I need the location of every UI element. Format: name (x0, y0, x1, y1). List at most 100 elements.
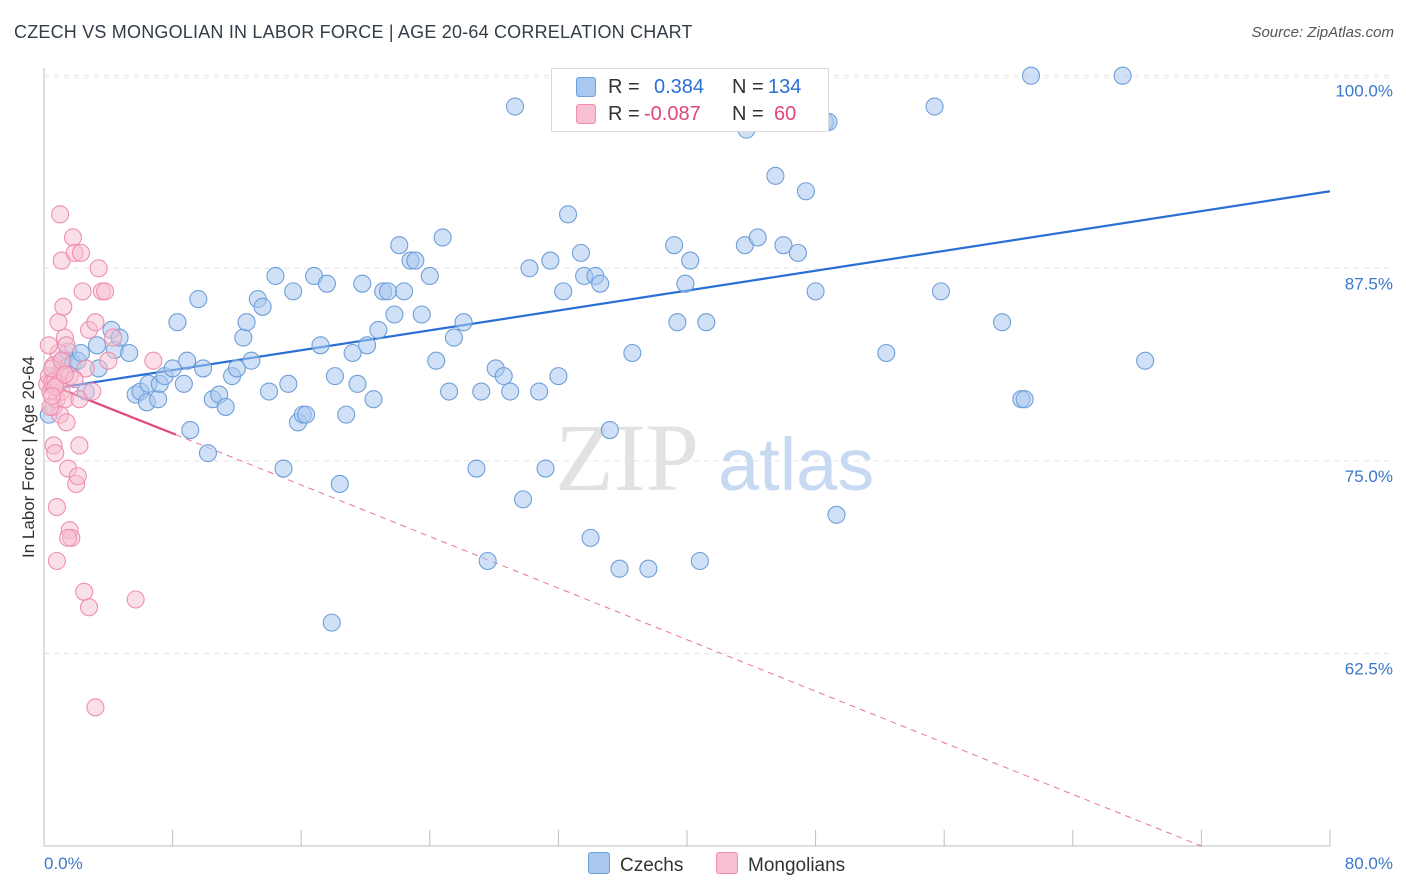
czech-point (478, 551, 497, 571)
czech-point (1015, 390, 1034, 409)
czech-point (353, 274, 372, 293)
czech-point (774, 236, 793, 255)
czech-point (296, 405, 316, 424)
legend-item-mongolians[interactable]: Mongolians (716, 852, 845, 877)
czech-point (259, 382, 279, 401)
mongolian-point (47, 551, 66, 571)
czech-point (536, 459, 555, 478)
czech-point (87, 336, 107, 355)
czech-point (444, 328, 463, 347)
mongolian-point (104, 328, 123, 347)
y-tick-label: 87.5% (1345, 274, 1393, 293)
czech-point (610, 559, 629, 578)
czech-point (369, 320, 388, 339)
czech-point (433, 228, 452, 247)
czech-point (253, 297, 272, 316)
czech-point (440, 382, 459, 401)
czech-point (558, 205, 578, 224)
mongolian-point (39, 336, 58, 355)
czech-point (1021, 66, 1041, 85)
czech-point (591, 274, 610, 293)
y-tick-label: 75.0% (1345, 467, 1393, 486)
czech-point (925, 97, 944, 116)
czech-point (395, 282, 414, 301)
czech-point (189, 290, 208, 309)
czech-point (237, 313, 256, 332)
czech-point (993, 313, 1012, 332)
mongolians-legend-swatch (716, 852, 738, 874)
czech-point (827, 505, 846, 524)
mongolian-point (42, 387, 62, 406)
czech-point (343, 343, 362, 363)
mongolians-legend-label: Mongolians (748, 855, 846, 876)
mongolians-trend-extension (175, 434, 1202, 847)
czech-point (168, 313, 187, 332)
r-label: R = (608, 103, 640, 125)
x-tick-label-max: 80.0% (1345, 854, 1393, 873)
mongolian-point (54, 297, 73, 316)
mongolian-point (46, 444, 65, 463)
czech-point (690, 551, 709, 571)
mongolian-point (70, 436, 89, 455)
mongolian-point (73, 282, 92, 301)
mongolian-point (89, 259, 108, 278)
stats-legend: R = 0.384 N = 134 R = -0.087 N = 60 (551, 68, 829, 132)
czech-point (174, 374, 193, 393)
mongolian-point (86, 698, 105, 717)
mongolian-point (51, 205, 70, 224)
y-tick-label: 62.5% (1345, 659, 1393, 678)
czech-point (348, 374, 367, 393)
legend-item-czechs[interactable]: Czechs (588, 852, 683, 877)
czech-point (931, 282, 951, 301)
mongolian-point (79, 598, 99, 617)
mongolian-point (63, 228, 82, 247)
y-tick-label: 100.0% (1335, 82, 1393, 101)
czech-point (284, 282, 303, 301)
czech-point (788, 243, 807, 262)
r-label: R = (608, 76, 640, 98)
mongolians-points (38, 205, 163, 717)
czech-point (322, 613, 341, 632)
czech-point (406, 251, 425, 270)
czech-point (317, 274, 336, 293)
czech-point (227, 359, 246, 378)
czech-point (467, 459, 486, 478)
czech-point (266, 266, 285, 286)
mongolian-point (59, 528, 78, 547)
czech-point (501, 382, 520, 401)
czech-point (427, 351, 446, 370)
mongolian-point (83, 382, 102, 401)
czech-point (748, 228, 767, 247)
czech-point (520, 259, 539, 278)
czech-point (1136, 351, 1155, 370)
chart-title: CZECH VS MONGOLIAN IN LABOR FORCE | AGE … (14, 22, 693, 42)
czech-point (216, 397, 235, 416)
czech-point (554, 282, 573, 301)
y-axis-label: In Labor Force | Age 20-64 (19, 356, 38, 558)
watermark: ZIP atlas (555, 404, 874, 511)
czech-point (194, 359, 213, 378)
mongolian-point (75, 582, 94, 601)
mongolians-swatch (576, 104, 596, 124)
czech-point (198, 444, 218, 463)
czech-point (1113, 66, 1132, 85)
czech-point (279, 374, 298, 393)
czech-point (390, 236, 409, 255)
czech-point (806, 282, 825, 301)
n-label: N = (732, 76, 764, 98)
czech-point (513, 490, 533, 509)
czech-point (472, 382, 491, 401)
czech-point (681, 251, 700, 270)
czech-point (494, 367, 513, 386)
czechs-points (39, 66, 1155, 632)
czech-point (163, 359, 182, 378)
czech-point (412, 305, 431, 324)
mongolian-point (76, 359, 95, 378)
czech-point (600, 420, 619, 440)
x-ticks (43, 830, 1331, 846)
r-value: -0.087 (644, 103, 701, 125)
czech-point (242, 351, 261, 370)
n-value: 134 (768, 76, 802, 98)
mongolian-point (96, 282, 115, 301)
